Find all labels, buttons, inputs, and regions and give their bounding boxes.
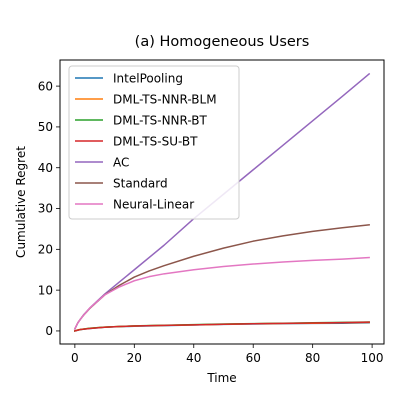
x-tick-label: 60 <box>246 351 261 365</box>
legend-label-1: DML-TS-NNR-BLM <box>113 92 217 106</box>
legend-label-5: Standard <box>113 176 168 190</box>
series-line-3 <box>73 321 370 332</box>
legend: IntelPooling DML-TS-NNR-BLM DML-TS-NNR-BT D… <box>68 65 240 220</box>
y-tick-label: 50 <box>38 120 53 134</box>
legend-label-3: DML-TS-SU-BT <box>113 134 198 148</box>
legend-label-0: IntelPooling <box>113 71 183 85</box>
y-axis-label: Cumulative Regret <box>14 146 28 258</box>
legend-label-4: AC <box>113 155 129 169</box>
plot-frame <box>59 59 385 345</box>
y-tick-label: 0 <box>45 324 53 338</box>
plot-lines <box>73 72 371 332</box>
y-tick-label: 30 <box>38 202 53 216</box>
legend-box <box>68 65 240 220</box>
legend-label-2: DML-TS-NNR-BT <box>113 113 208 127</box>
x-tick-label: 80 <box>305 351 320 365</box>
y-tick-label: 10 <box>38 283 53 297</box>
x-tick-label: 40 <box>186 351 201 365</box>
series-line-6 <box>73 256 370 330</box>
x-axis: 0 20 40 60 80 100 <box>71 344 384 365</box>
x-axis-label: Time <box>206 371 236 385</box>
x-tick-label: 100 <box>361 351 384 365</box>
y-axis: 0 10 20 30 40 50 60 <box>38 79 60 338</box>
y-tick-label: 20 <box>38 243 53 257</box>
y-tick-label: 60 <box>38 79 53 93</box>
y-tick-label: 40 <box>38 161 53 175</box>
x-tick-label: 0 <box>71 351 79 365</box>
legend-label-6: Neural-Linear <box>113 197 194 211</box>
chart-title: (a) Homogeneous Users <box>135 34 310 50</box>
x-tick-label: 20 <box>127 351 142 365</box>
